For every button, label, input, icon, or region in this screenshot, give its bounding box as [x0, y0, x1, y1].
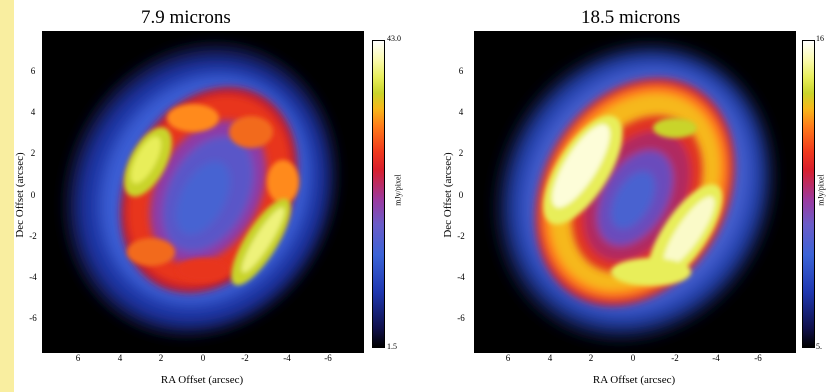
colorbar-max-label: 43.0 [387, 34, 401, 43]
y-tick-label: -2 [29, 231, 37, 241]
x-tick-label: 0 [200, 353, 206, 363]
x-tick-label: 2 [158, 353, 164, 363]
y-tick-label: 4 [30, 107, 36, 117]
image-plot [474, 31, 796, 353]
colorbar-min-label: 1.5 [387, 342, 397, 351]
x-axis-label: RA Offset (arcsec) [592, 374, 676, 386]
x-tick-label: -6 [754, 353, 762, 363]
y-tick-label: 0 [458, 190, 464, 200]
panel-7-9-microns: 7.9 microns [14, 7, 403, 386]
x-tick-label: 4 [547, 353, 553, 363]
panel-title: 7.9 microns [141, 7, 231, 28]
x-axis-label: RA Offset (arcsec) [160, 374, 244, 386]
colorbar-max-label: 16 [816, 34, 824, 43]
panel-title: 18.5 microns [581, 7, 681, 28]
y-tick-label: 0 [30, 190, 36, 200]
y-tick-label: -4 [29, 272, 37, 282]
panel-18-5-microns: 18.5 microns [414, 0, 828, 392]
x-tick-label: 6 [505, 353, 511, 363]
left-margin-strip [0, 0, 14, 392]
x-tick-label: 4 [117, 353, 123, 363]
y-tick-label: 2 [458, 148, 464, 158]
x-tick-label: 2 [588, 353, 594, 363]
y-tick-label: -6 [457, 313, 465, 323]
y-tick-label: -6 [29, 313, 37, 323]
x-tick-label: -2 [671, 353, 679, 363]
y-axis-label: Dec Offset (arcsec) [14, 152, 26, 238]
y-tick-label: -2 [457, 231, 465, 241]
y-tick-label: -4 [457, 272, 465, 282]
nebula-image [43, 32, 363, 352]
y-tick-label: 2 [30, 148, 36, 158]
y-tick-label: 6 [458, 66, 464, 76]
colorbar-unit-label: mJy/pixel [816, 174, 826, 206]
colorbar-min-label: 5. [816, 342, 822, 351]
nebula-image [475, 32, 795, 352]
x-tick-label: -4 [712, 353, 720, 363]
y-tick-label: 6 [30, 66, 36, 76]
colorbar-unit-label: mJy/pixel [393, 174, 403, 206]
image-plot [42, 31, 364, 353]
colorbar [802, 40, 815, 348]
colorbar [372, 40, 385, 348]
x-tick-label: -6 [324, 353, 332, 363]
x-tick-label: -4 [283, 353, 291, 363]
x-tick-label: 6 [75, 353, 81, 363]
x-tick-label: 0 [630, 353, 636, 363]
y-axis-label: Dec Offset (arcsec) [442, 152, 454, 238]
y-tick-label: 4 [458, 107, 464, 117]
x-tick-label: -2 [241, 353, 249, 363]
